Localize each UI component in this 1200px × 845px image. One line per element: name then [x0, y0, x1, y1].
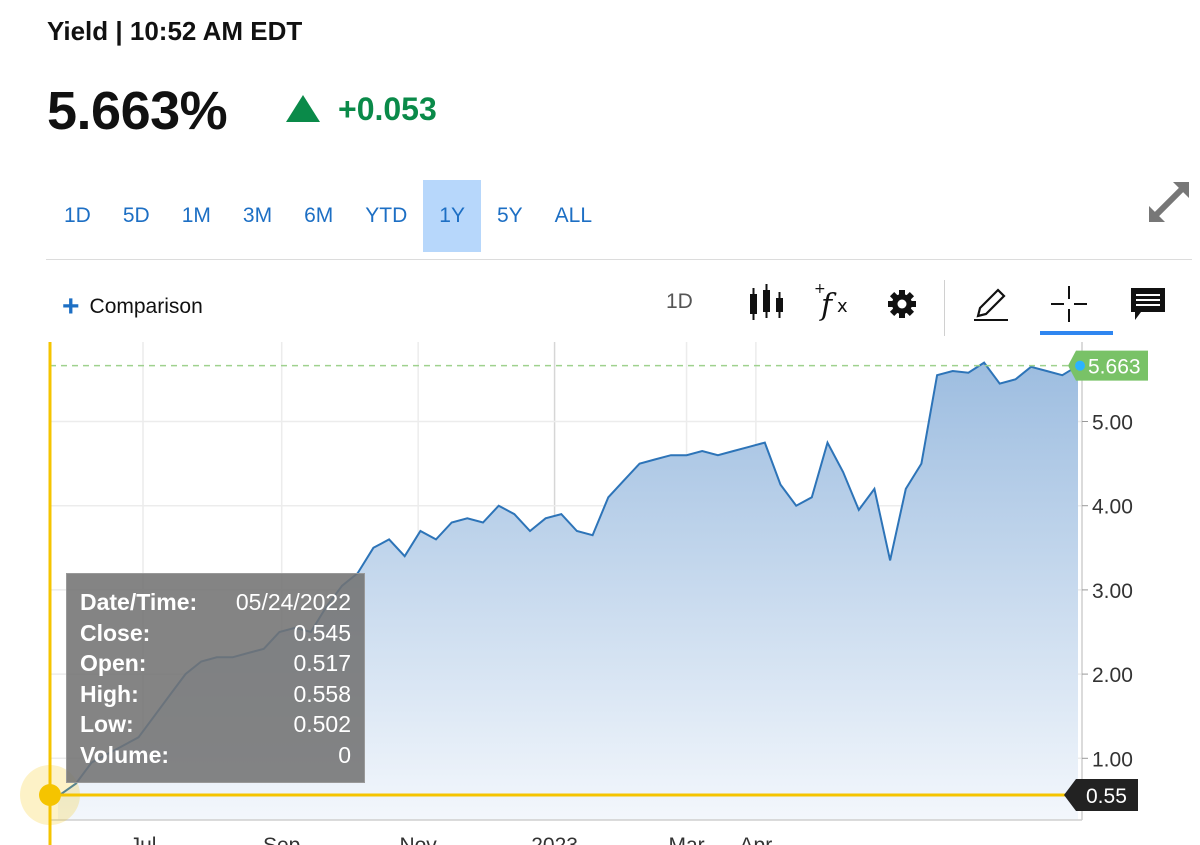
y-tick-label: 2.00 [1092, 664, 1133, 687]
tooltip-value: 0.517 [293, 650, 351, 676]
last-value-label: 5.663 [1088, 356, 1141, 379]
x-tick-label: Jul [130, 834, 157, 845]
tooltip-label: Low: [80, 711, 134, 737]
tooltip-label: High: [80, 680, 139, 707]
pencil-icon[interactable] [968, 282, 1012, 326]
tooltip-row: High: 0.558 [80, 679, 351, 710]
interval-button[interactable]: 1D [666, 290, 693, 313]
divider [46, 259, 1192, 260]
last-value-dot [1075, 360, 1085, 371]
candlestick-icon[interactable] [745, 282, 789, 326]
tooltip-value: 0.545 [293, 619, 351, 646]
y-tick-label: 4.00 [1092, 496, 1133, 519]
x-tick-label: Mar [668, 834, 704, 845]
range-tabs: 1D 5D 1M 3M 6M YTD 1Y 5Y ALL [48, 180, 608, 252]
tooltip-label: Open: [80, 650, 147, 676]
page-title: Yield | 10:52 AM EDT [47, 16, 303, 46]
range-tab-5y[interactable]: 5Y [496, 204, 523, 227]
tooltip-row: Volume: 0 [80, 740, 351, 771]
y-tick-label: 1.00 [1092, 748, 1133, 771]
plus-icon: + [62, 290, 80, 323]
y-tick-label: 5.00 [1092, 412, 1133, 435]
range-tab-all[interactable]: ALL [554, 204, 593, 227]
gear-icon[interactable] [880, 282, 924, 326]
comparison-label: Comparison [89, 295, 203, 318]
range-tab-1y[interactable]: 1Y [423, 180, 481, 252]
expand-icon[interactable] [1145, 178, 1193, 226]
tooltip-label: Date/Time: [80, 589, 198, 615]
crosshair-icon[interactable] [1047, 282, 1091, 326]
tooltip-row: Date/Time: 05/24/2022 [80, 587, 351, 618]
x-tick-label: 2023 [531, 834, 578, 845]
crosshair-value-label: 0.55 [1086, 785, 1127, 808]
crosshair-value-badge [1064, 779, 1138, 811]
comment-icon[interactable] [1127, 282, 1171, 326]
comparison-button[interactable]: + Comparison [62, 292, 203, 322]
tooltip-value: 0.558 [293, 680, 351, 707]
range-tab-1m[interactable]: 1M [181, 204, 211, 227]
tooltip-label: Volume: [80, 741, 170, 768]
up-arrow-icon [286, 95, 320, 122]
price-change: +0.053 [338, 91, 437, 127]
range-tab-3m[interactable]: 3M [242, 204, 273, 227]
x-tick-label: Apr [740, 834, 773, 845]
y-tick-label: 3.00 [1092, 580, 1133, 603]
crosshair-point[interactable] [39, 784, 61, 806]
tooltip-row: Close: 0.545 [80, 618, 351, 649]
tooltip-value: 05/24/2022 [235, 589, 351, 615]
yield-price: 5.663% [47, 81, 228, 141]
tooltip-row: Open: 0.517 [80, 648, 351, 679]
range-tab-ytd[interactable]: YTD [365, 204, 408, 227]
svg-text:+: + [814, 282, 826, 297]
range-tab-5d[interactable]: 5D [122, 204, 150, 227]
range-tab-6m[interactable]: 6M [304, 204, 334, 227]
crosshair-tooltip: Date/Time: 05/24/2022 Close: 0.545 Open: 0.51… [66, 573, 365, 783]
tooltip-label: Close: [80, 619, 151, 646]
tooltip-value: 0 [338, 741, 351, 768]
toolbar-separator [944, 280, 945, 336]
svg-text:x: x [837, 296, 848, 317]
range-tab-1d[interactable]: 1D [64, 204, 91, 227]
crosshair-active-indicator [1040, 331, 1113, 335]
tooltip-row: Low: 0.502 [80, 709, 351, 740]
fx-icon[interactable]: + f x [812, 282, 856, 326]
x-tick-label: Sep [263, 834, 300, 845]
last-value-badge [1068, 350, 1148, 381]
tooltip-value: 0.502 [293, 711, 351, 737]
x-tick-label: Nov [399, 834, 437, 845]
